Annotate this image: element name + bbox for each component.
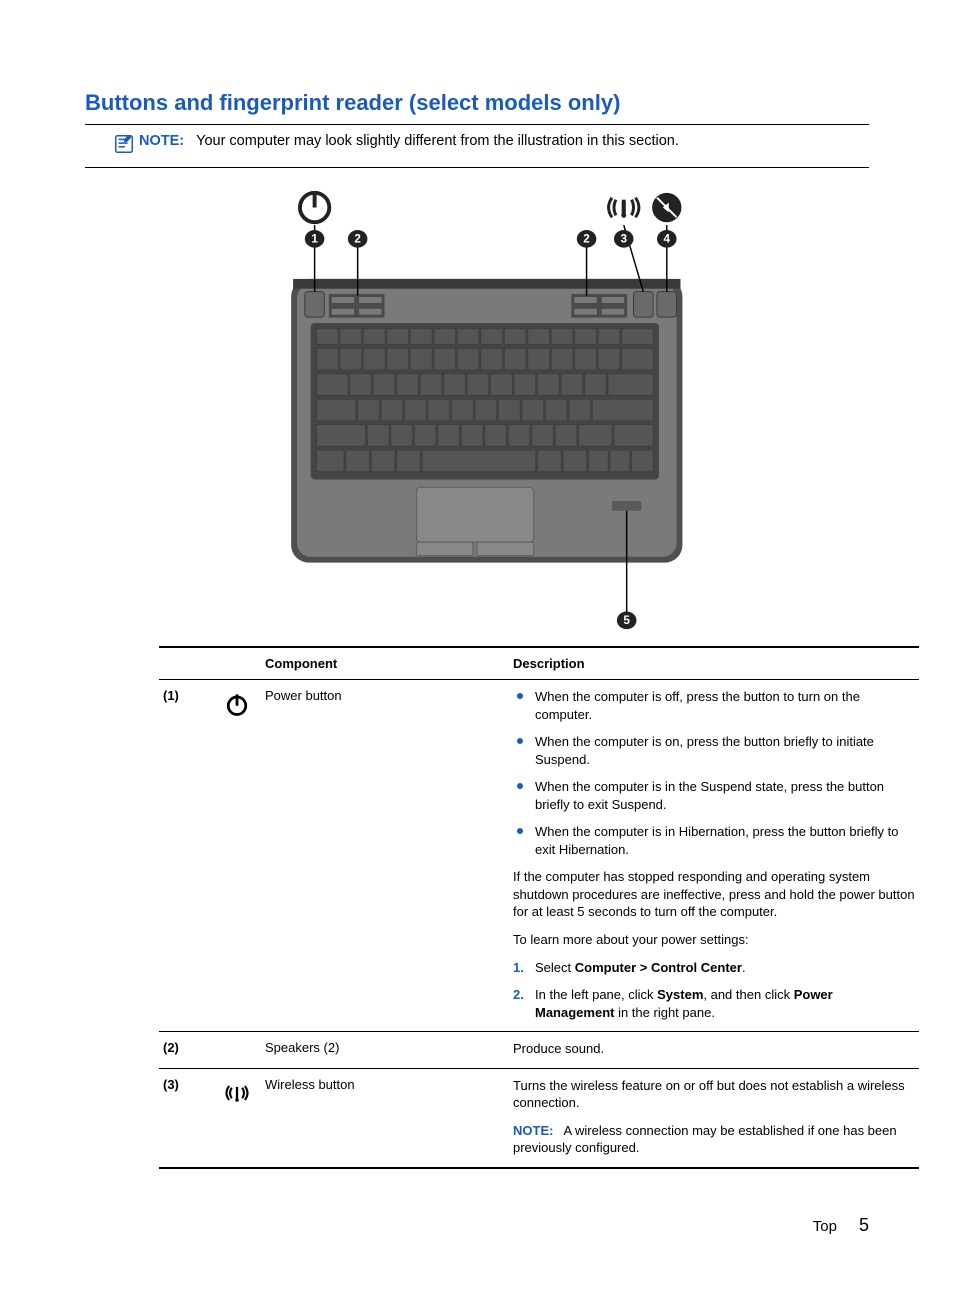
top-note: NOTE: Your computer may look slightly di… xyxy=(85,129,869,161)
row-number: (2) xyxy=(163,1040,179,1055)
component-name: Wireless button xyxy=(265,1077,513,1092)
components-table: Component Description (1) Power button W… xyxy=(159,646,919,1169)
wireless-icon xyxy=(609,198,639,218)
component-name: Power button xyxy=(265,688,513,703)
inline-note-label: NOTE: xyxy=(513,1123,553,1138)
svg-text:2: 2 xyxy=(583,233,590,246)
component-description: Turns the wireless feature on or off but… xyxy=(513,1077,919,1157)
svg-text:2: 2 xyxy=(354,233,361,246)
table-row: (3) Wireless button Turns the wireless f… xyxy=(159,1069,919,1169)
table-row: (1) Power button When the computer is of… xyxy=(159,680,919,1032)
power-icon xyxy=(300,192,329,222)
svg-text:4: 4 xyxy=(664,233,671,246)
row-number: (1) xyxy=(163,688,179,703)
section-title: Buttons and fingerprint reader (select m… xyxy=(85,90,869,116)
bullet-icon xyxy=(517,738,523,744)
page-footer: Top 5 xyxy=(85,1215,869,1236)
laptop-illustration: 1 2 2 3 4 5 xyxy=(85,186,869,636)
mute-icon xyxy=(652,193,681,222)
note-text: Your computer may look slightly differen… xyxy=(196,133,679,149)
row-number: (3) xyxy=(163,1077,179,1092)
svg-text:5: 5 xyxy=(623,614,630,627)
page-number: 5 xyxy=(859,1215,869,1236)
note-label: NOTE: xyxy=(139,133,184,149)
note-icon xyxy=(113,133,135,155)
component-description: When the computer is off, press the butt… xyxy=(513,688,919,1021)
footer-section: Top xyxy=(813,1218,837,1235)
table-row: (2) Speakers (2) Produce sound. xyxy=(159,1032,919,1069)
wireless-icon xyxy=(223,1079,251,1107)
component-description: Produce sound. xyxy=(513,1040,919,1058)
bullet-icon xyxy=(517,783,523,789)
bullet-icon xyxy=(517,828,523,834)
divider xyxy=(85,167,869,168)
table-header-row: Component Description xyxy=(159,646,919,680)
step-number: 2. xyxy=(513,986,535,1021)
bullet-icon xyxy=(517,693,523,699)
svg-text:1: 1 xyxy=(311,233,318,246)
component-name: Speakers (2) xyxy=(265,1040,513,1055)
step-number: 1. xyxy=(513,959,535,977)
divider xyxy=(85,124,869,125)
th-component: Component xyxy=(265,656,513,671)
svg-text:3: 3 xyxy=(620,233,627,246)
th-description: Description xyxy=(513,656,919,671)
power-icon xyxy=(223,690,251,718)
